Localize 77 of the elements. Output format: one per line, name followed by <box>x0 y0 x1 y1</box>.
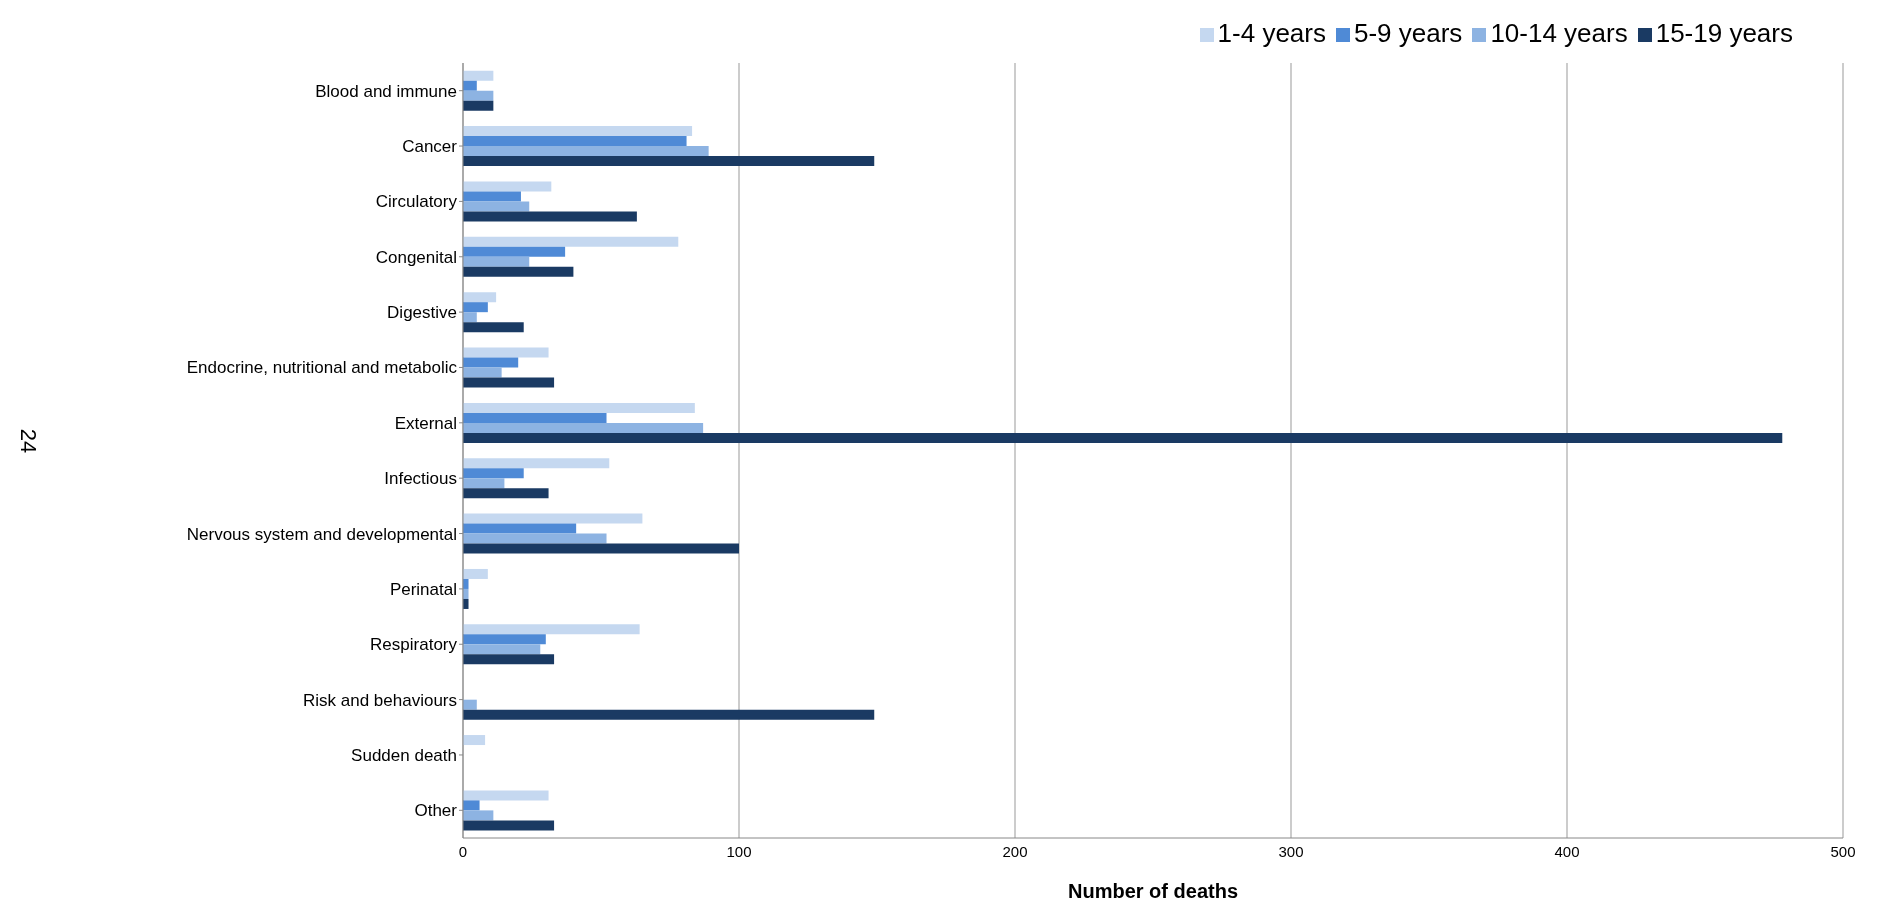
bar <box>463 181 552 192</box>
y-tick-label: Circulatory <box>375 192 458 212</box>
bar <box>463 70 494 81</box>
bar <box>463 156 875 167</box>
y-tick-label: Nervous system and developmental <box>186 524 457 544</box>
bar <box>463 347 549 358</box>
y-tick-label: Digestive <box>387 303 457 323</box>
bar <box>463 312 477 323</box>
x-tick-label: 200 <box>1002 842 1028 860</box>
bar <box>463 735 486 746</box>
legend-label: 15-19 years <box>1655 18 1793 48</box>
bar <box>463 80 477 91</box>
x-tick-label: 100 <box>726 842 752 860</box>
bar <box>463 644 541 655</box>
bar <box>463 468 524 479</box>
bar <box>463 578 469 589</box>
bar <box>463 357 519 368</box>
bar <box>463 100 494 111</box>
bar <box>463 246 566 257</box>
y-tick-label: Risk and behaviours <box>302 690 457 710</box>
bar <box>463 422 704 433</box>
bar <box>463 292 497 303</box>
bar <box>463 412 607 423</box>
bar <box>463 598 469 609</box>
bar <box>463 256 530 267</box>
bar <box>463 211 637 222</box>
bar <box>463 302 488 313</box>
bar <box>463 236 679 247</box>
bar <box>463 488 549 499</box>
y-tick-label: Cancer <box>402 137 458 157</box>
x-tick-label: 300 <box>1278 842 1304 860</box>
y-tick-label: Blood and immune <box>315 81 457 101</box>
bar <box>463 377 555 388</box>
bar <box>463 588 469 599</box>
legend-label: 1-4 years <box>1217 18 1326 48</box>
text: 24 <box>15 428 42 454</box>
bar <box>463 810 494 821</box>
bar <box>463 513 643 524</box>
y-tick-label: Endocrine, nutritional and metabolic <box>186 358 458 378</box>
y-tick-label: External <box>394 413 457 433</box>
bar <box>463 458 610 469</box>
y-tick-label: Sudden death <box>351 746 457 765</box>
bar <box>463 699 477 710</box>
legend-label: 10-14 years <box>1490 18 1628 48</box>
bar <box>463 543 739 554</box>
y-tick-label: Perinatal <box>389 579 457 599</box>
bar <box>463 201 530 212</box>
bar <box>463 367 502 378</box>
x-tick-label: 500 <box>1830 842 1856 860</box>
bar <box>463 709 875 720</box>
bar <box>463 820 555 831</box>
bar <box>463 322 524 333</box>
y-tick-label: Other <box>414 801 458 821</box>
bar <box>463 568 488 579</box>
x-tick-label: 400 <box>1554 842 1580 860</box>
bar <box>463 402 695 413</box>
y-tick-label: Congenital <box>375 247 457 267</box>
bar <box>463 146 709 157</box>
x-tick-label: 0 <box>458 842 468 860</box>
y-tick-label: Respiratory <box>370 635 458 655</box>
x-axis-title: Number of deaths <box>1067 880 1239 902</box>
bar <box>463 624 640 635</box>
bar <box>463 790 549 801</box>
bar <box>463 432 1783 443</box>
bar <box>463 90 494 101</box>
bar <box>463 523 577 534</box>
bar <box>463 136 687 147</box>
bar <box>463 634 546 645</box>
legend-label: 5-9 years <box>1353 18 1463 48</box>
bar <box>463 191 521 202</box>
y-tick-label: Infectious <box>384 469 457 489</box>
bar <box>463 654 555 665</box>
bar <box>463 800 480 811</box>
bar <box>463 266 574 277</box>
bar <box>463 126 693 137</box>
bar <box>463 533 607 544</box>
bar <box>463 478 505 489</box>
